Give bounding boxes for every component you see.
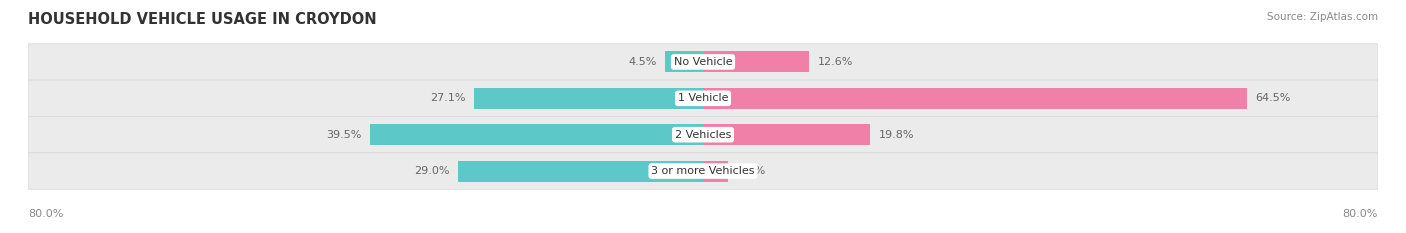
Text: 3 or more Vehicles: 3 or more Vehicles bbox=[651, 166, 755, 176]
Text: 80.0%: 80.0% bbox=[28, 209, 63, 219]
Text: HOUSEHOLD VEHICLE USAGE IN CROYDON: HOUSEHOLD VEHICLE USAGE IN CROYDON bbox=[28, 12, 377, 27]
Text: 27.1%: 27.1% bbox=[430, 93, 465, 103]
Text: 1 Vehicle: 1 Vehicle bbox=[678, 93, 728, 103]
Bar bbox=[458, 161, 703, 182]
FancyBboxPatch shape bbox=[28, 80, 1378, 116]
Bar bbox=[703, 51, 810, 72]
FancyBboxPatch shape bbox=[28, 116, 1378, 153]
Text: No Vehicle: No Vehicle bbox=[673, 57, 733, 67]
Text: 64.5%: 64.5% bbox=[1256, 93, 1291, 103]
Text: 2 Vehicles: 2 Vehicles bbox=[675, 130, 731, 140]
Text: Source: ZipAtlas.com: Source: ZipAtlas.com bbox=[1267, 12, 1378, 22]
Bar bbox=[370, 124, 703, 145]
Text: 29.0%: 29.0% bbox=[415, 166, 450, 176]
Bar bbox=[703, 88, 1247, 109]
FancyBboxPatch shape bbox=[28, 44, 1378, 80]
Bar bbox=[474, 88, 703, 109]
Bar bbox=[703, 161, 728, 182]
Bar bbox=[703, 124, 870, 145]
FancyBboxPatch shape bbox=[28, 153, 1378, 189]
Text: 4.5%: 4.5% bbox=[628, 57, 657, 67]
Text: 12.6%: 12.6% bbox=[818, 57, 853, 67]
Text: 39.5%: 39.5% bbox=[326, 130, 361, 140]
Text: 80.0%: 80.0% bbox=[1343, 209, 1378, 219]
Text: 3.0%: 3.0% bbox=[737, 166, 765, 176]
Bar bbox=[665, 51, 703, 72]
Text: 19.8%: 19.8% bbox=[879, 130, 914, 140]
